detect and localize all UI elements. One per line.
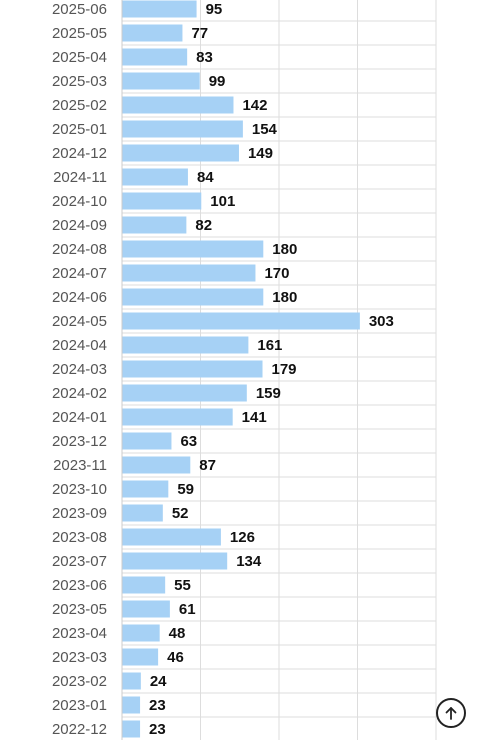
category-label: 2023-11 [53,457,107,474]
category-label: 2024-04 [52,337,107,354]
category-label: 2025-03 [52,73,107,90]
category-label: 2024-05 [52,313,107,330]
bar [122,168,188,186]
value-label: 134 [236,553,262,570]
value-label: 77 [191,25,208,42]
category-label: 2023-08 [52,529,107,546]
value-label: 55 [174,577,191,594]
bar [122,24,183,42]
category-label: 2024-10 [52,193,107,210]
bar [122,456,191,474]
bar [122,552,228,570]
category-label: 2024-09 [52,217,107,234]
bar [122,480,169,498]
category-label: 2023-03 [52,649,107,666]
bar [122,624,160,642]
bar [122,408,233,426]
value-label: 46 [167,649,184,666]
bar [122,600,170,618]
category-label: 2025-02 [52,97,107,114]
bar [122,384,247,402]
bar [122,312,360,330]
category-label: 2023-07 [52,553,107,570]
bar [122,696,141,714]
value-label: 159 [256,385,281,402]
category-label: 2023-10 [52,481,107,498]
value-label: 154 [252,121,278,138]
value-label: 52 [172,505,189,522]
category-label: 2023-02 [52,673,107,690]
bar [122,360,263,378]
category-label: 2024-03 [52,361,107,378]
value-label: 149 [248,145,273,162]
value-label: 99 [209,73,226,90]
bar [122,504,163,522]
category-label: 2023-09 [52,505,107,522]
value-label: 23 [149,697,166,714]
category-label: 2022-12 [52,721,107,738]
bar [122,528,221,546]
category-label: 2023-06 [52,577,107,594]
bar [122,144,239,162]
category-label: 2024-12 [52,145,107,162]
value-label: 48 [169,625,186,642]
value-label: 82 [195,217,212,234]
value-label: 95 [206,1,223,18]
bar [122,288,264,306]
value-label: 180 [272,289,297,306]
value-label: 63 [180,433,197,450]
value-label: 170 [264,265,289,282]
value-label: 101 [210,193,235,210]
category-label: 2024-02 [52,385,107,402]
category-label: 2025-04 [52,49,107,66]
value-label: 84 [197,169,214,186]
value-label: 141 [242,409,267,426]
bar [122,192,202,210]
value-label: 142 [242,97,267,114]
bar [122,72,200,90]
category-label: 2023-04 [52,625,107,642]
scroll-to-top-button[interactable] [436,698,466,728]
category-label: 2023-01 [52,697,107,714]
category-label: 2024-07 [52,265,107,282]
category-label: 2024-01 [52,409,107,426]
value-label: 83 [196,49,213,66]
bar [122,576,166,594]
bar [122,0,197,18]
bar [122,672,141,690]
bar [122,648,159,666]
category-label: 2024-11 [53,169,107,186]
bar [122,96,234,114]
category-label: 2024-08 [52,241,107,258]
value-label: 303 [369,313,394,330]
bar [122,120,243,138]
value-label: 180 [272,241,297,258]
value-label: 59 [177,481,194,498]
bar [122,48,188,66]
value-label: 179 [272,361,297,378]
category-label: 2024-06 [52,289,107,306]
bar [122,720,141,738]
bar [122,216,187,234]
value-label: 161 [257,337,282,354]
category-label: 2023-12 [52,433,107,450]
bar [122,240,264,258]
value-label: 23 [149,721,166,738]
bar [122,336,249,354]
category-label: 2025-05 [52,25,107,42]
bar [122,264,256,282]
value-label: 126 [230,529,255,546]
value-label: 61 [179,601,196,618]
category-label: 2025-01 [52,121,107,138]
bar [122,432,172,450]
value-label: 24 [150,673,167,690]
arrow-up-icon [445,707,457,720]
category-label: 2023-05 [52,601,107,618]
value-label: 87 [199,457,216,474]
category-label: 2025-06 [52,1,107,18]
